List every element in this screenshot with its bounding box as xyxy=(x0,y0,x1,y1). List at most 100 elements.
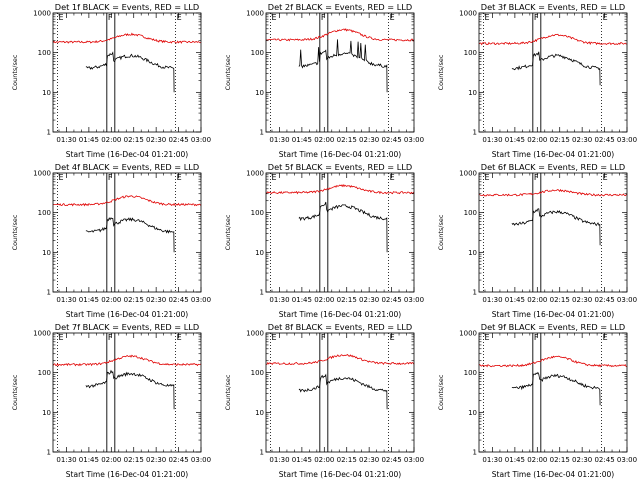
x-tick-label: 03:00 xyxy=(191,136,211,144)
marker-label: E xyxy=(271,13,276,22)
x-tick-label: 01:30 xyxy=(482,136,502,144)
events-series-line xyxy=(85,51,175,93)
y-tick-label: 100 xyxy=(38,209,51,217)
x-tick-label: 01:45 xyxy=(505,456,525,464)
x-tick-label: 02:00 xyxy=(101,296,121,304)
y-tick-label: 10 xyxy=(468,409,477,417)
chart-svg: Det 2f BLACK = Events, RED = LLD Counts/s… xyxy=(224,2,424,159)
y-tick-label: 10 xyxy=(468,89,477,97)
x-tick-label: 03:00 xyxy=(617,296,637,304)
y-tick-label: 100 xyxy=(464,369,477,377)
y-axis-label: Counts/sec xyxy=(224,214,232,250)
x-tick-label: 03:00 xyxy=(191,296,211,304)
marker-label: E xyxy=(271,173,276,182)
y-tick-label: 10 xyxy=(468,249,477,257)
x-tick-label: 02:00 xyxy=(527,296,547,304)
x-tick-label: 02:00 xyxy=(101,136,121,144)
lld-series-line xyxy=(265,28,415,42)
x-tick-label: 02:30 xyxy=(146,136,166,144)
marker-label: E xyxy=(177,333,182,342)
x-tick-label: 02:15 xyxy=(550,296,570,304)
chart-svg: Det 8f BLACK = Events, RED = LLD Counts/s… xyxy=(224,322,424,479)
x-tick-label: 01:30 xyxy=(482,456,502,464)
events-series-line xyxy=(511,371,601,406)
x-tick-label: 01:45 xyxy=(505,296,525,304)
y-axis-label: Counts/sec xyxy=(437,54,445,90)
marker-label: E xyxy=(484,173,489,182)
x-tick-label: 02:45 xyxy=(168,296,188,304)
marker-label: E xyxy=(603,13,608,22)
chart-svg: Det 5f BLACK = Events, RED = LLD Counts/s… xyxy=(224,162,424,319)
lld-series-line xyxy=(478,188,628,197)
x-tick-label: 02:15 xyxy=(124,136,144,144)
y-tick-label: 1 xyxy=(260,449,264,457)
x-tick-label: 02:30 xyxy=(146,456,166,464)
detector-panel: Det 3f BLACK = Events, RED = LLD Counts/s… xyxy=(426,0,639,160)
y-tick-label: 10 xyxy=(42,89,51,97)
x-tick-label: 02:30 xyxy=(359,456,379,464)
x-tick-label: 02:30 xyxy=(359,296,379,304)
x-tick-label: 02:00 xyxy=(101,456,121,464)
x-tick-label: 01:30 xyxy=(269,296,289,304)
marker-label: E xyxy=(390,173,395,182)
y-tick-label: 10 xyxy=(255,249,264,257)
events-series-line xyxy=(511,208,601,246)
chart-title: Det 5f BLACK = Events, RED = LLD xyxy=(268,162,412,172)
detector-panel: Det 7f BLACK = Events, RED = LLD Counts/s… xyxy=(0,320,213,480)
x-tick-label: 01:45 xyxy=(79,136,99,144)
x-tick-label: 02:45 xyxy=(594,456,614,464)
x-tick-label: 02:45 xyxy=(381,296,401,304)
y-tick-label: 1000 xyxy=(459,170,477,178)
x-tick-label: 02:15 xyxy=(124,296,144,304)
lld-series-line xyxy=(478,355,628,368)
y-tick-label: 1000 xyxy=(459,10,477,18)
y-tick-label: 1000 xyxy=(246,10,264,18)
y-axis-label: Counts/sec xyxy=(224,54,232,90)
y-tick-label: 100 xyxy=(38,369,51,377)
y-tick-label: 1 xyxy=(260,289,264,297)
marker-label: E xyxy=(177,173,182,182)
marker-label: E xyxy=(390,333,395,342)
chart-title: Det 9f BLACK = Events, RED = LLD xyxy=(481,322,625,332)
x-axis-label: Start Time (16-Dec-04 01:21:00) xyxy=(279,150,401,159)
x-tick-label: 02:30 xyxy=(572,456,592,464)
y-tick-label: 100 xyxy=(251,49,264,57)
x-axis-label: Start Time (16-Dec-04 01:21:00) xyxy=(492,310,614,319)
y-axis-label: Counts/sec xyxy=(437,374,445,410)
x-tick-label: 02:45 xyxy=(168,456,188,464)
x-tick-label: 02:00 xyxy=(527,136,547,144)
x-tick-label: 02:45 xyxy=(381,456,401,464)
x-axis-label: Start Time (16-Dec-04 01:21:00) xyxy=(66,470,188,479)
y-tick-label: 100 xyxy=(464,49,477,57)
y-axis-label: Counts/sec xyxy=(437,214,445,250)
y-tick-label: 100 xyxy=(38,49,51,57)
x-tick-label: 02:15 xyxy=(124,456,144,464)
y-tick-label: 10 xyxy=(255,89,264,97)
y-axis-label: Counts/sec xyxy=(11,214,19,250)
x-tick-label: 03:00 xyxy=(191,456,211,464)
lld-series-line xyxy=(265,183,415,195)
x-tick-label: 02:00 xyxy=(314,296,334,304)
y-tick-label: 1000 xyxy=(33,170,51,178)
plot-frame xyxy=(478,12,628,133)
x-tick-label: 02:45 xyxy=(381,136,401,144)
marker-label: F xyxy=(108,173,113,182)
x-tick-label: 01:30 xyxy=(269,456,289,464)
chart-svg: Det 4f BLACK = Events, RED = LLD Counts/s… xyxy=(11,162,211,319)
marker-label: F xyxy=(321,13,326,22)
x-tick-label: 03:00 xyxy=(617,456,637,464)
x-tick-label: 01:30 xyxy=(482,296,502,304)
marker-label: F xyxy=(534,13,539,22)
x-tick-label: 03:00 xyxy=(404,296,424,304)
chart-svg: Det 6f BLACK = Events, RED = LLD Counts/s… xyxy=(437,162,637,319)
x-tick-label: 02:30 xyxy=(572,296,592,304)
marker-label: E xyxy=(58,13,63,22)
x-axis-label: Start Time (16-Dec-04 01:21:00) xyxy=(279,310,401,319)
marker-label: E xyxy=(390,13,395,22)
marker-label: F xyxy=(108,333,113,342)
chart-svg: Det 3f BLACK = Events, RED = LLD Counts/s… xyxy=(437,2,637,159)
x-tick-label: 02:00 xyxy=(314,456,334,464)
marker-label: E xyxy=(271,333,276,342)
x-tick-label: 02:45 xyxy=(594,136,614,144)
marker-label: F xyxy=(108,13,113,22)
